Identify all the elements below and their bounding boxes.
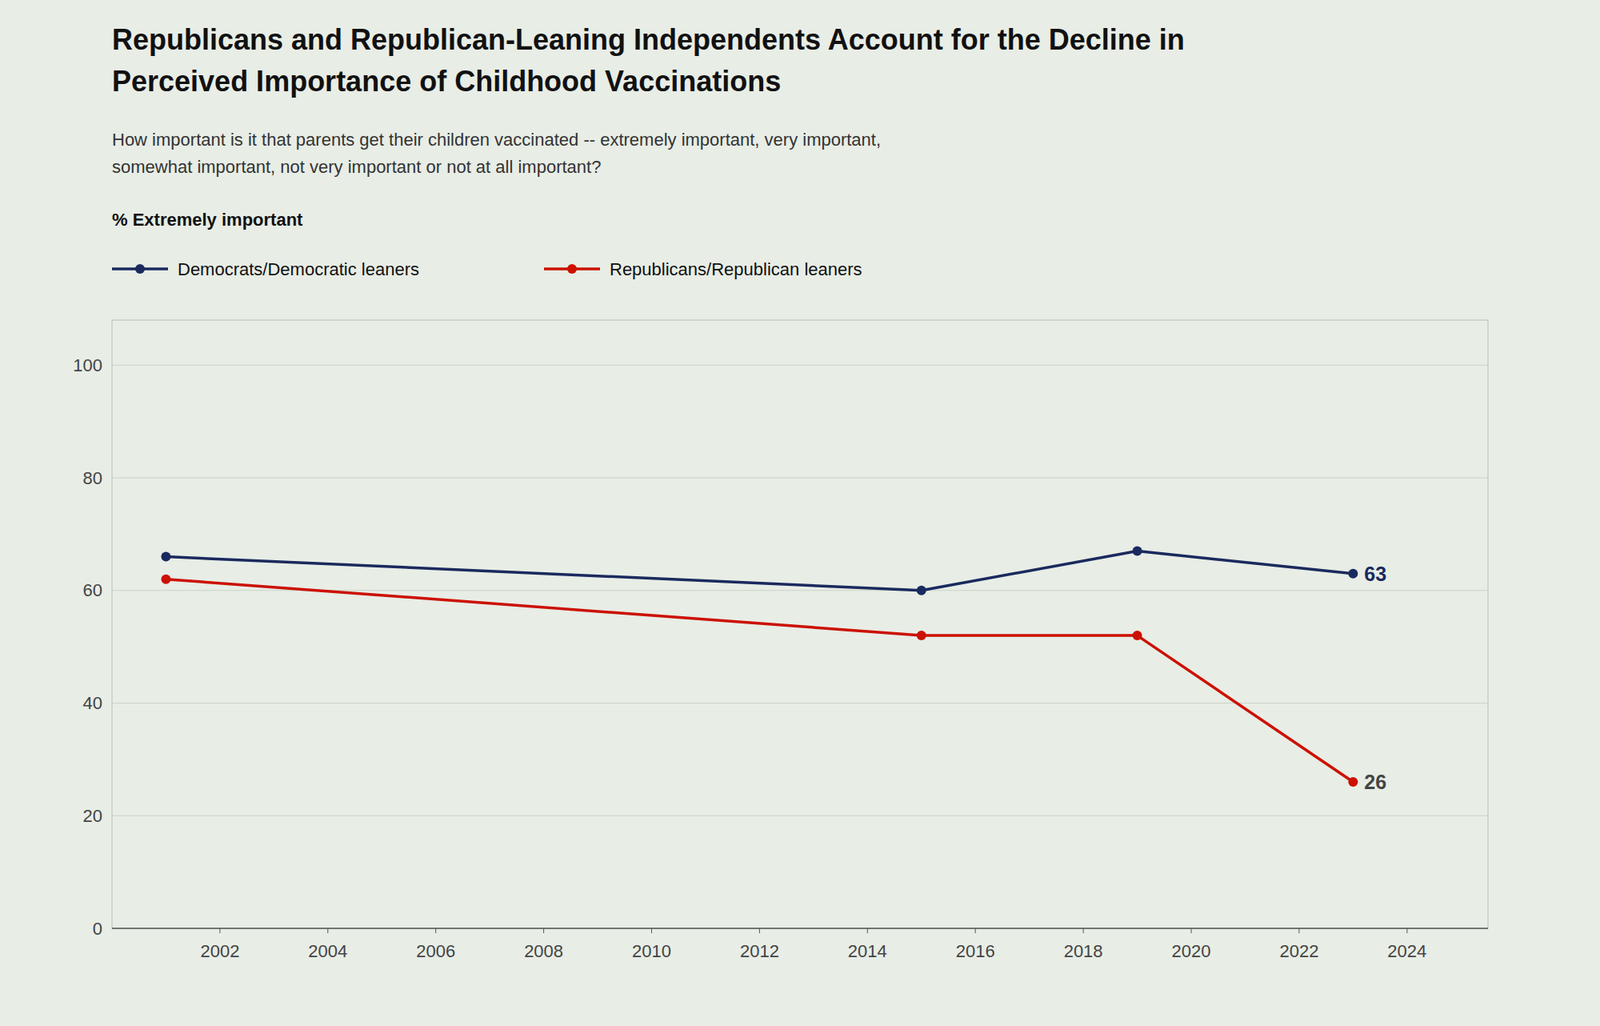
x-tick: [1191, 928, 1192, 933]
plot-frame: [112, 320, 1488, 928]
x-tick-label: 2014: [848, 940, 888, 961]
end-label: 26: [1364, 770, 1387, 793]
grid-line: [112, 477, 1488, 479]
x-tick-label: 2020: [1172, 940, 1212, 961]
x-tick: [867, 928, 868, 933]
data-point: [1132, 630, 1143, 640]
title: Perceived Importance of Childhood Vaccin…: [112, 64, 781, 98]
x-tick: [327, 928, 328, 933]
y-tick-label: 80: [83, 468, 103, 488]
y-tick-label: 20: [83, 805, 103, 826]
x-tick: [975, 928, 976, 933]
background: [0, 0, 1600, 1026]
chart: Republicans and Republican-Leaning Indep…: [0, 0, 1600, 1026]
grid-line: [112, 815, 1488, 816]
y-tick-label: 0: [92, 918, 103, 939]
y-tick-label: 100: [72, 355, 103, 376]
data-point: [916, 630, 927, 640]
x-tick: [651, 928, 652, 933]
end-label: 63: [1364, 562, 1387, 585]
x-tick: [1298, 928, 1300, 933]
y-axis-label: % Extremely important: [112, 209, 304, 230]
x-tick-label: 2012: [740, 940, 780, 961]
legend-marker: [567, 264, 577, 274]
y-tick-label: 60: [83, 580, 103, 600]
series-group: [160, 546, 1358, 788]
x-tick-label: 2024: [1387, 940, 1427, 961]
x-tick-label: 2006: [416, 940, 456, 961]
x-tick-label: 2016: [956, 940, 996, 961]
legend-label: Republicans/Republican leaners: [609, 259, 863, 280]
x-tick: [435, 928, 436, 933]
title: Republicans and Republican-Leaning Indep…: [112, 23, 1185, 56]
data-point: [160, 574, 171, 584]
y-axis: 0 20 40 60 80 100: [72, 355, 1488, 939]
x-tick: [543, 928, 544, 933]
x-axis: 2002 2004 2006 2008 2010 2012 2014 2016 2018 2020…: [112, 928, 1488, 961]
data-point: [916, 585, 927, 596]
x-tick-label: 2008: [524, 940, 564, 961]
grid-line: [112, 702, 1488, 704]
series-line: [165, 579, 1353, 782]
x-tick-label: 2002: [200, 940, 240, 961]
x-tick: [759, 928, 760, 933]
x-tick: [1083, 928, 1084, 933]
series-line: [165, 551, 1353, 591]
legend: Democrats/Democratic leaners Republicans/…: [112, 259, 863, 280]
grid-line: [112, 928, 1488, 929]
x-tick: [219, 928, 220, 933]
x-tick: [1406, 928, 1408, 933]
legend-label: Democrats/Democratic leaners: [177, 259, 420, 280]
data-point: [160, 552, 171, 562]
data-point: [1348, 776, 1358, 787]
x-tick-label: 2022: [1279, 940, 1319, 961]
data-point: [1348, 568, 1358, 579]
x-tick-label: 2010: [632, 940, 672, 961]
x-tick-label: 2018: [1064, 940, 1104, 961]
grid-line: [112, 364, 1488, 366]
subtitle: somewhat important, not very important o…: [112, 156, 601, 177]
x-tick-label: 2004: [308, 940, 348, 961]
legend-marker: [135, 264, 145, 274]
y-tick-label: 40: [83, 692, 103, 713]
subtitle: How important is it that parents get the…: [112, 129, 881, 150]
x-axis-line: [112, 927, 1488, 929]
data-point: [1132, 546, 1143, 556]
